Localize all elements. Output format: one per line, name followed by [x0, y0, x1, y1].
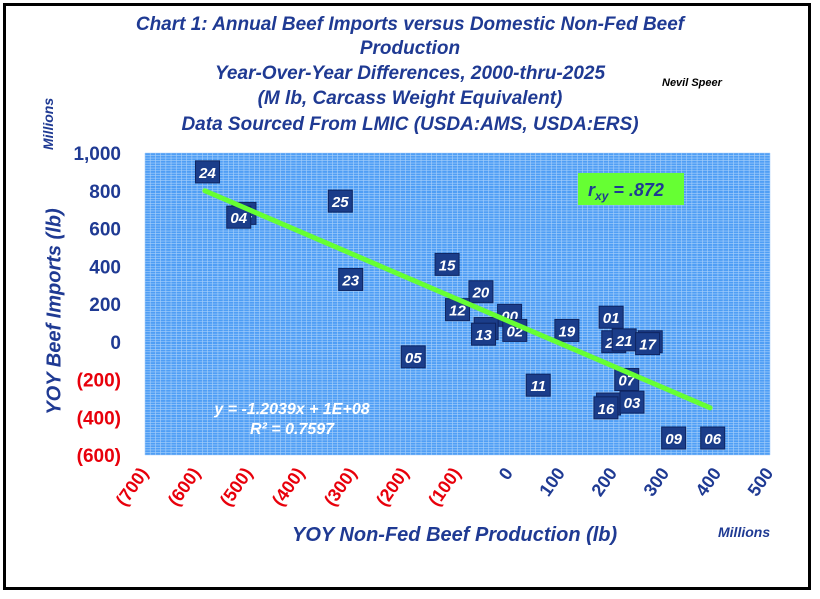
x-tick-label: 100 [535, 464, 569, 500]
y-tick-label: 0 [110, 333, 121, 354]
data-point [338, 267, 364, 291]
data-point [619, 390, 645, 414]
chart-title-line-3: Year-Over-Year Differences, 2000-thru-20… [214, 63, 606, 84]
data-point-label: 12 [449, 303, 466, 320]
data-point [468, 280, 494, 304]
trendline-equation: y = -1.2039x + 1E+08 [213, 401, 369, 418]
y-tick-label: 400 [89, 257, 121, 278]
data-point-label: 03 [624, 395, 641, 412]
data-point-label: 09 [665, 431, 682, 448]
data-point [471, 322, 497, 346]
data-point-label: 25 [331, 194, 349, 211]
data-point [700, 426, 726, 450]
data-point-label: 11 [530, 378, 546, 395]
data-point [400, 345, 426, 369]
x-tick-label: (400) [268, 464, 308, 510]
chart-title-line-2: Production [359, 38, 461, 59]
data-point [327, 189, 353, 213]
data-point-label: 05 [405, 350, 422, 367]
data-point [635, 332, 661, 356]
x-tick-label: 0 [495, 464, 517, 484]
chart-title-line-5: Data Sourced From LMIC (USDA:AMS, USDA:E… [181, 114, 639, 135]
correlation-label: rxy = .872 [588, 180, 664, 203]
y-tick-label: 200 [89, 295, 121, 316]
x-tick-label: (600) [164, 464, 204, 510]
r-squared-label: R² = 0.7597 [250, 421, 335, 438]
data-point-label: 13 [475, 327, 492, 344]
data-point [195, 160, 220, 184]
data-point [525, 373, 551, 397]
data-point-label: 23 [341, 272, 359, 289]
x-units-label: Millions [718, 524, 771, 540]
data-point [593, 396, 619, 420]
y-tick-label: 600 [89, 220, 121, 241]
data-point-label: 21 [615, 333, 633, 350]
x-tick-label: 300 [639, 464, 673, 500]
data-point [661, 426, 687, 450]
data-point-label: 24 [198, 165, 216, 182]
data-point [598, 305, 624, 329]
correlation-box [578, 173, 684, 205]
x-tick-label: 200 [587, 464, 621, 500]
x-tick-label: (700) [112, 464, 152, 510]
y-tick-label: (400) [77, 408, 121, 429]
x-tick-label: 400 [692, 464, 726, 500]
chart-title-line-1: Chart 1: Annual Beef Imports versus Dome… [135, 14, 685, 35]
x-tick-label: (200) [372, 464, 412, 510]
data-point-label: 04 [230, 210, 247, 227]
data-point-label: 06 [704, 431, 721, 448]
x-tick-label: (300) [320, 464, 360, 510]
data-point-label: 16 [598, 401, 615, 418]
data-point-label: 07 [618, 373, 635, 390]
data-point-label: 15 [439, 257, 456, 274]
trendline [202, 188, 713, 411]
author-credit: Nevil Speer [662, 77, 722, 89]
x-tick-label: (500) [216, 464, 256, 510]
x-tick-label: 500 [744, 464, 778, 500]
data-point-label: 19 [559, 323, 576, 340]
y-tick-label: 1,000 [73, 144, 121, 165]
data-point-label: 17 [639, 337, 656, 354]
y-tick-label: 800 [89, 182, 121, 203]
chart-title-line-4: (M lb, Carcass Weight Equivalent) [257, 88, 563, 109]
data-point [554, 318, 580, 342]
x-tick-label: (100) [424, 464, 464, 510]
y-tick-label: (200) [77, 371, 121, 392]
data-point-label: 01 [603, 310, 620, 327]
x-axis-label: YOY Non-Fed Beef Production (lb) [292, 524, 618, 546]
y-tick-label: (600) [77, 446, 121, 467]
data-point-label: 20 [472, 285, 490, 302]
data-point [434, 252, 460, 276]
